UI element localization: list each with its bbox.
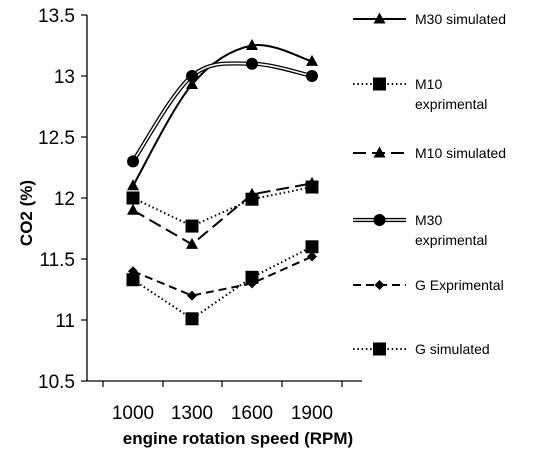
y-tick-label: 12.5 xyxy=(38,128,75,149)
series-3 xyxy=(127,57,318,168)
series-line xyxy=(132,245,313,320)
data-point xyxy=(246,39,258,50)
legend-swatch-marker xyxy=(373,146,386,158)
series-0 xyxy=(127,39,318,191)
legend-label: G Exprimental xyxy=(415,277,504,293)
data-point xyxy=(306,54,318,66)
legend-item: G Exprimental xyxy=(353,277,504,293)
series-4 xyxy=(128,251,317,301)
legend-swatch-marker xyxy=(373,342,386,356)
x-tick-label: 1600 xyxy=(231,403,273,424)
data-point xyxy=(187,290,197,301)
data-point xyxy=(186,78,198,90)
series-line-inner xyxy=(132,62,313,162)
data-point xyxy=(306,70,318,82)
x-axis-title: engine rotation speed (RPM) xyxy=(123,429,353,448)
legend-label: M30 exprimental xyxy=(415,212,487,248)
legend-item: M10 simulated xyxy=(353,145,506,161)
legend-item: M30 exprimental xyxy=(353,212,487,248)
series-2 xyxy=(127,176,318,249)
y-axis-title: CO2 (%) xyxy=(17,180,36,246)
series-line xyxy=(132,43,313,187)
legend-item: M10 exprimental xyxy=(353,76,487,112)
data-point xyxy=(127,203,139,215)
legend-swatch-marker xyxy=(373,12,386,24)
legend-label: G simulated xyxy=(415,341,490,357)
data-point xyxy=(185,312,199,326)
data-point xyxy=(306,176,318,188)
y-tick-label: 13 xyxy=(54,67,75,88)
data-point xyxy=(126,273,140,287)
legend-swatch-marker xyxy=(374,280,385,290)
legend-label-line: M10 xyxy=(415,76,442,92)
data-point xyxy=(246,187,258,199)
series-1 xyxy=(126,180,319,233)
chart-series xyxy=(126,39,319,326)
legend-label-line: exprimental xyxy=(415,232,487,248)
y-tick-label: 13.5 xyxy=(38,6,75,27)
legend-label: M30 simulated xyxy=(415,11,506,27)
legend-label: M10 simulated xyxy=(415,145,506,161)
legend-label-line: M30 xyxy=(415,212,442,228)
x-tick-label: 1900 xyxy=(291,403,333,424)
legend-swatch-marker xyxy=(373,214,386,226)
y-tick-label: 12 xyxy=(54,189,75,210)
x-tick-label: 1300 xyxy=(171,403,213,424)
y-tick-label: 11.5 xyxy=(39,250,75,271)
y-tick-label: 10.5 xyxy=(38,372,75,393)
data-point xyxy=(245,270,259,284)
data-point xyxy=(186,70,198,82)
data-point xyxy=(185,219,199,233)
x-tick-label: 1000 xyxy=(112,403,154,424)
data-point xyxy=(127,155,139,168)
data-point xyxy=(305,240,319,254)
data-point xyxy=(126,191,140,205)
series-line xyxy=(131,61,313,163)
data-point xyxy=(186,237,198,249)
series-5 xyxy=(126,240,319,326)
data-point xyxy=(307,251,317,262)
chart-axes: 10.5 11 11.5 12 12.5 13 13.5 1000 1300 1600 1900 xyxy=(38,6,362,424)
legend: M30 simulated M10 exprimental M10 simulated… xyxy=(353,11,506,357)
legend-label: M10 exprimental xyxy=(415,76,487,112)
data-point xyxy=(246,57,258,70)
y-tick-label: 11 xyxy=(55,311,75,332)
legend-label-line: exprimental xyxy=(415,96,487,112)
legend-item: M30 simulated xyxy=(353,11,506,27)
series-line xyxy=(132,255,313,297)
legend-item: G simulated xyxy=(353,341,490,357)
data-point xyxy=(127,179,139,191)
legend-swatch-marker xyxy=(373,77,386,91)
series-line xyxy=(132,182,313,246)
